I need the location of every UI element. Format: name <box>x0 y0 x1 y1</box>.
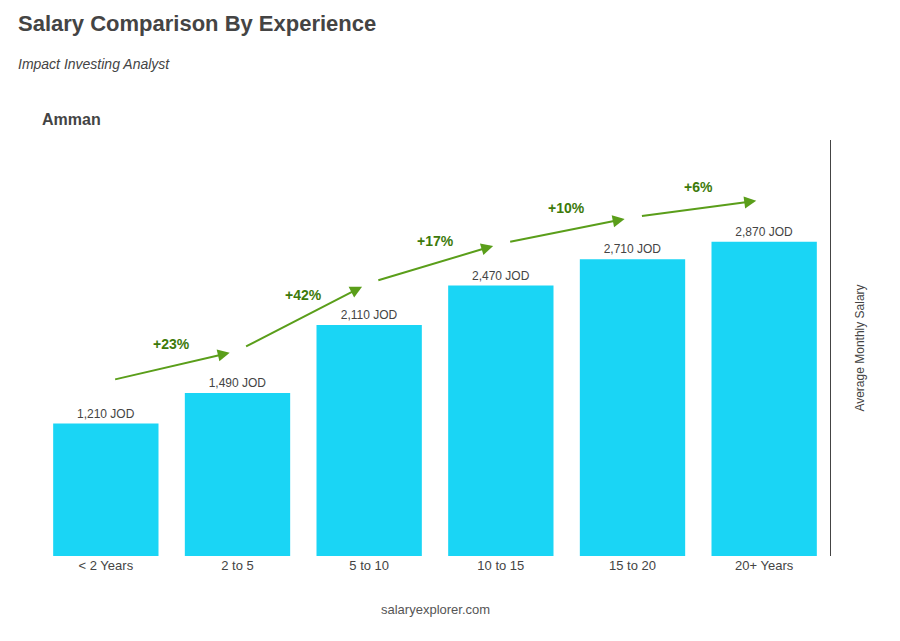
svg-text:Average Monthly Salary: Average Monthly Salary <box>853 284 867 411</box>
svg-text:2,710 JOD: 2,710 JOD <box>604 242 662 256</box>
svg-text:1,210 JOD: 1,210 JOD <box>77 407 135 421</box>
svg-text:salaryexplorer.com: salaryexplorer.com <box>381 602 490 617</box>
svg-text:1,490 JOD: 1,490 JOD <box>209 376 267 390</box>
svg-text:Salary Comparison By Experienc: Salary Comparison By Experience <box>18 11 376 36</box>
svg-text:+6%: +6% <box>684 179 713 195</box>
svg-text:+10%: +10% <box>548 200 585 216</box>
svg-text:5 to 10: 5 to 10 <box>349 558 389 573</box>
svg-text:2,110 JOD: 2,110 JOD <box>341 308 398 322</box>
svg-text:Impact Investing Analyst: Impact Investing Analyst <box>18 56 170 72</box>
svg-text:10 to 15: 10 to 15 <box>477 558 524 573</box>
svg-text:+23%: +23% <box>153 336 190 352</box>
svg-text:20+ Years: 20+ Years <box>735 558 794 573</box>
svg-text:15 to 20: 15 to 20 <box>609 558 656 573</box>
svg-text:2,870 JOD: 2,870 JOD <box>735 225 793 239</box>
svg-text:+17%: +17% <box>417 233 454 249</box>
svg-text:2,470 JOD: 2,470 JOD <box>472 269 530 283</box>
svg-text:< 2 Years: < 2 Years <box>79 558 134 573</box>
svg-text:Amman: Amman <box>42 111 101 128</box>
svg-text:+42%: +42% <box>285 287 322 303</box>
svg-text:2 to 5: 2 to 5 <box>221 558 254 573</box>
